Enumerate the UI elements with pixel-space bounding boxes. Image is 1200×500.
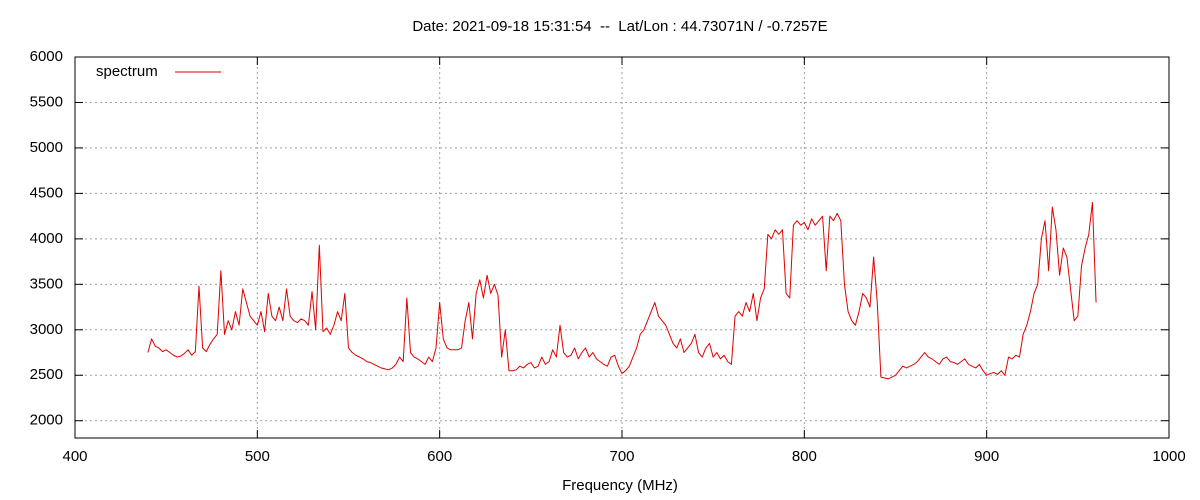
x-tick-label: 400: [62, 448, 87, 465]
x-tick-label: 800: [792, 448, 817, 465]
y-tick-label: 4500: [30, 184, 63, 201]
series-line: [147, 201, 1097, 380]
y-tick-label: 3000: [30, 321, 63, 338]
y-tick-label: 2000: [30, 412, 63, 429]
x-tick-label: 500: [245, 448, 270, 465]
x-tick-label: 600: [427, 448, 452, 465]
chart-title: Date: 2021-09-18 15:31:54 -- Lat/Lon : 4…: [412, 18, 827, 35]
y-tick-label: 4000: [30, 230, 63, 247]
y-tick-label: 5000: [30, 139, 63, 156]
x-tick-label: 1000: [1152, 448, 1185, 465]
x-tick-label: 900: [974, 448, 999, 465]
y-tick-label: 6000: [30, 48, 63, 65]
y-tick-label: 5500: [30, 93, 63, 110]
y-tick-label: 3500: [30, 275, 63, 292]
plot-border: [74, 56, 1170, 439]
x-tick-label: 700: [609, 448, 634, 465]
x-axis-label: Frequency (MHz): [562, 477, 678, 494]
legend-label: spectrum: [96, 63, 158, 80]
y-tick-label: 2500: [30, 366, 63, 383]
